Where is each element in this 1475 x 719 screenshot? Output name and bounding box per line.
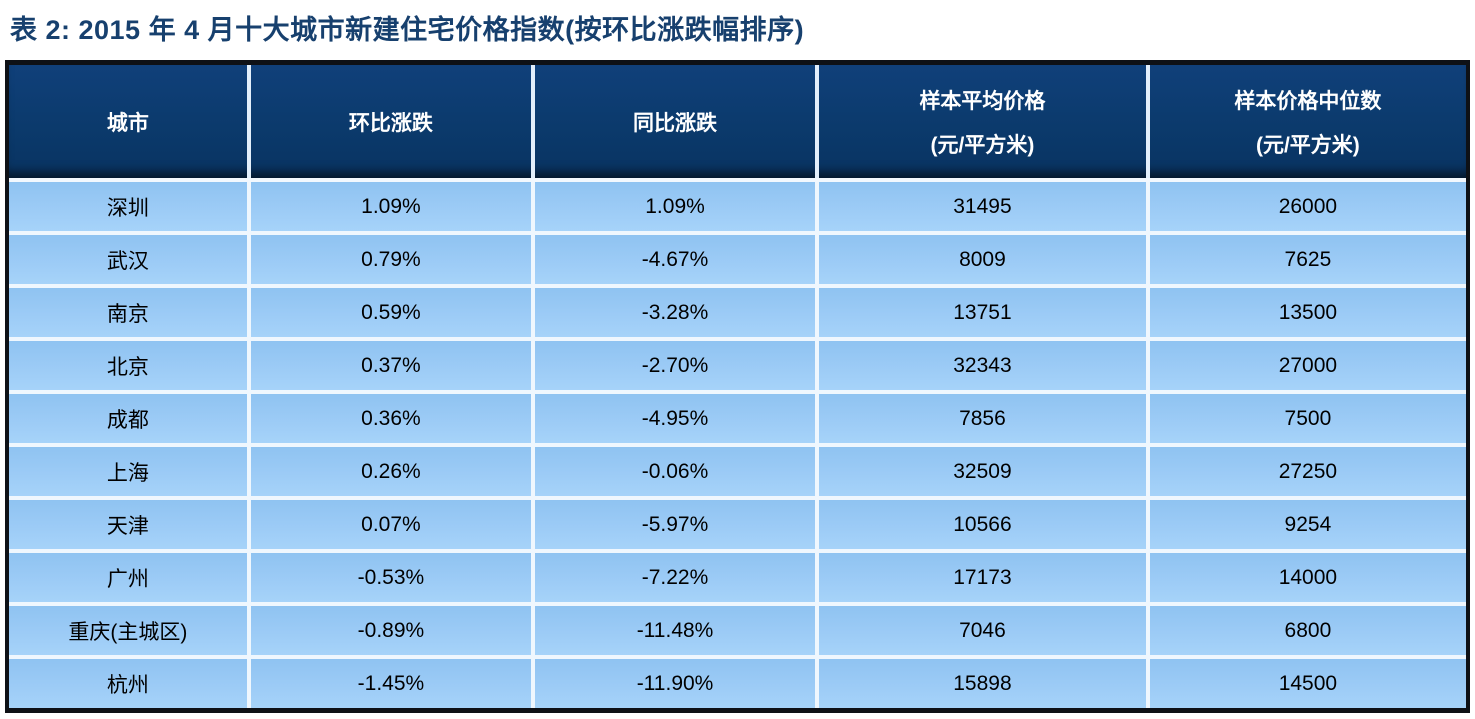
mom-change-cell: -1.45% [251,659,535,708]
table-header-row: 城市 环比涨跌 同比涨跌 样本平均价格 (元/平方米) 样本价格中位数 (元/平方米) [9,65,1466,182]
yoy-change-cell: -11.90% [535,659,820,708]
column-header: 城市 [9,65,251,178]
median-price-cell: 27250 [1278,459,1338,483]
column-header-unit: (元/平方米) [1255,133,1360,157]
table-body: 深圳 1.09% 1.09% 31495 26000 武汉 0.79% -4.67% 8009 7… [9,182,1466,708]
column-header: 环比涨跌 [251,65,535,178]
table-row: 深圳 1.09% 1.09% 31495 26000 [9,182,1466,235]
avg-price-cell: 13751 [819,288,1150,337]
city-cell: 上海 [9,447,251,496]
median-price-cell: 13500 [1278,300,1338,324]
table-row: 成都 0.36% -4.95% 7856 7500 [9,394,1466,447]
column-header: 样本价格中位数 (元/平方米) [1150,65,1466,178]
median-price-cell: 7625 [1284,247,1332,271]
table-row: 武汉 0.79% -4.67% 8009 7625 [9,235,1466,288]
price-index-table: 城市 环比涨跌 同比涨跌 样本平均价格 (元/平方米) 样本价格中位数 (元/平方米) 深圳… [5,60,1470,713]
mom-change-cell: -0.53% [251,553,535,602]
avg-price-cell: 8009 [819,235,1150,284]
mom-change-cell: 0.59% [251,288,535,337]
table-row: 杭州 -1.45% -11.90% 15898 14500 [9,659,1466,708]
yoy-change-cell: -7.22% [535,553,820,602]
column-header: 同比涨跌 [535,65,820,178]
table-row: 上海 0.26% -0.06% 32509 27250 [9,447,1466,500]
city-cell: 杭州 [9,659,251,708]
column-header-label: 城市 [106,111,149,135]
city-cell: 广州 [9,553,251,602]
median-price-cell: 14000 [1278,565,1338,589]
column-header-unit: (元/平方米) [930,133,1035,157]
column-header-label: 样本平均价格 [919,89,1046,113]
table-row: 南京 0.59% -3.28% 13751 13500 [9,288,1466,341]
yoy-change-cell: -4.95% [535,394,820,443]
median-price-cell: 14500 [1278,671,1338,695]
avg-price-cell: 31495 [819,182,1150,231]
mom-change-cell: 0.79% [251,235,535,284]
yoy-change-cell: -5.97% [535,500,820,549]
avg-price-cell: 7856 [819,394,1150,443]
table-row: 广州 -0.53% -7.22% 17173 14000 [9,553,1466,606]
city-cell: 天津 [9,500,251,549]
yoy-change-cell: 1.09% [535,182,820,231]
yoy-change-cell: -0.06% [535,447,820,496]
table-row: 重庆(主城区) -0.89% -11.48% 7046 6800 [9,606,1466,659]
avg-price-cell: 32509 [819,447,1150,496]
mom-change-cell: 0.26% [251,447,535,496]
city-cell: 南京 [9,288,251,337]
mom-change-cell: -0.89% [251,606,535,655]
table-row: 北京 0.37% -2.70% 32343 27000 [9,341,1466,394]
avg-price-cell: 15898 [819,659,1150,708]
avg-price-cell: 7046 [819,606,1150,655]
column-header-label: 样本价格中位数 [1234,89,1382,113]
table-row: 天津 0.07% -5.97% 10566 9254 [9,500,1466,553]
median-price-cell: 7500 [1284,406,1332,430]
mom-change-cell: 0.36% [251,394,535,443]
column-header: 样本平均价格 (元/平方米) [819,65,1150,178]
avg-price-cell: 17173 [819,553,1150,602]
yoy-change-cell: -11.48% [535,606,820,655]
mom-change-cell: 1.09% [251,182,535,231]
column-header-label: 环比涨跌 [348,111,433,135]
city-cell: 重庆(主城区) [9,606,251,655]
yoy-change-cell: -2.70% [535,341,820,390]
median-price-cell: 6800 [1284,618,1332,642]
mom-change-cell: 0.07% [251,500,535,549]
city-cell: 成都 [9,394,251,443]
city-cell: 北京 [9,341,251,390]
median-price-cell: 27000 [1278,353,1338,377]
page-title: 表 2: 2015 年 4 月十大城市新建住宅价格指数(按环比涨跌幅排序) [10,15,805,45]
mom-change-cell: 0.37% [251,341,535,390]
city-cell: 深圳 [9,182,251,231]
yoy-change-cell: -4.67% [535,235,820,284]
avg-price-cell: 10566 [819,500,1150,549]
yoy-change-cell: -3.28% [535,288,820,337]
median-price-cell: 9254 [1284,512,1332,536]
median-price-cell: 26000 [1278,194,1338,218]
column-header-label: 同比涨跌 [633,111,718,135]
avg-price-cell: 32343 [819,341,1150,390]
city-cell: 武汉 [9,235,251,284]
